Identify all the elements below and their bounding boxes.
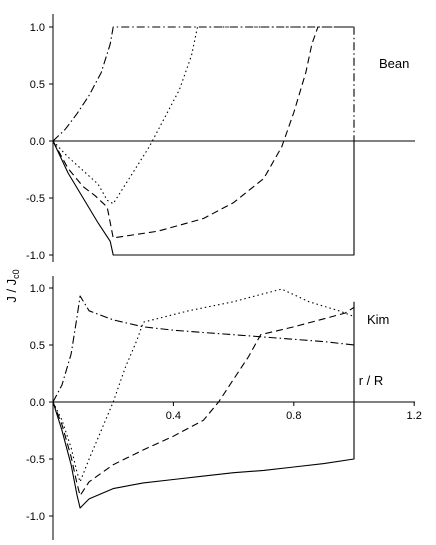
y-tick-label: 0.0 [30,397,45,409]
y-tick-label: 0.5 [30,79,45,91]
x-tick-label: 0.4 [166,410,181,422]
panel-label: Bean [379,56,409,71]
series-line-dashdot [52,295,355,403]
y-axis-title-subscript: c0 [11,269,21,279]
y-tick-label: -0.5 [26,454,45,466]
y-tick-label: 0.0 [30,136,45,148]
panel-label: Kim [367,312,389,327]
y-axis-title-main: J / J [4,279,19,303]
panel-bean: 1.0 0.5 0.0 -0.5 -1.0 Bean [26,14,415,262]
y-axis-title: J / Jc0 [4,269,21,302]
y-tick-label: -0.5 [26,193,45,205]
series-line-dashed [52,306,355,497]
panel-kim: 1.0 0.5 0.0 -0.5 -1.0 0.4 0.8 1.2 Kim [26,276,422,540]
series-line-solid [52,301,355,509]
y-tick-label: 1.0 [30,22,45,34]
x-axis-title: r / R [359,373,384,388]
x-tick-label: 1.2 [407,410,422,422]
y-tick-label: 0.5 [30,340,45,352]
series-line-dashed [52,26,354,239]
y-tick-label: -1.0 [26,250,45,262]
series-line-dotted [52,26,354,205]
y-tick-label: 1.0 [30,283,45,295]
x-tick-label: 0.8 [286,410,301,422]
series-line-dotted [52,288,355,483]
series-line-solid [52,140,355,256]
y-tick-label: -1.0 [26,511,45,523]
series-line-dashdot [52,26,355,142]
